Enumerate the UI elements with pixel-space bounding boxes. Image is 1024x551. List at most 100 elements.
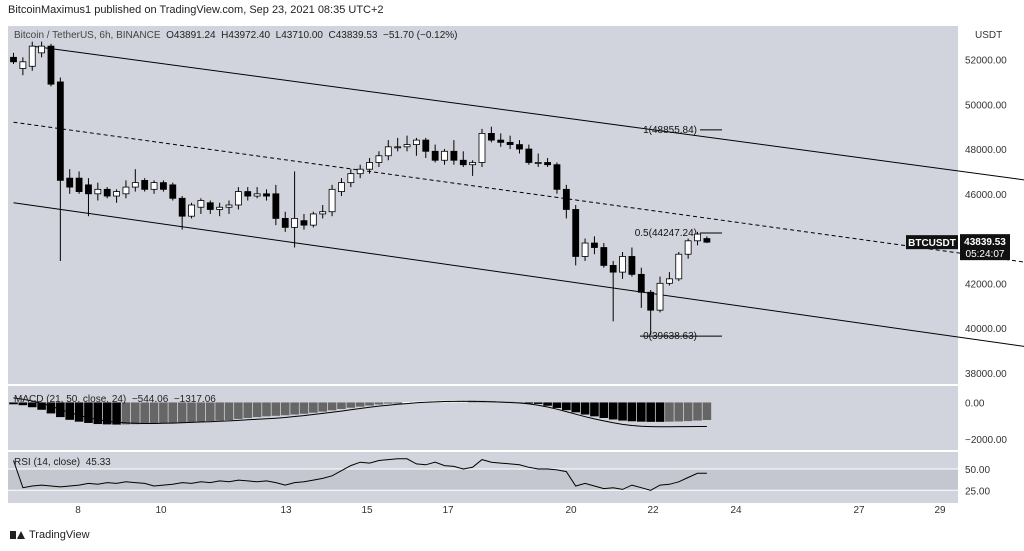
candle-down — [647, 291, 655, 311]
candle-up — [216, 206, 224, 210]
channel-upper-line — [32, 45, 1024, 181]
candle-down — [10, 56, 17, 63]
candle-down — [544, 162, 551, 166]
channel-lines: 1(48855.84) 0.5(44247.24) 0(39638.63) — [13, 45, 1024, 347]
x-tick-label: 22 — [647, 505, 659, 516]
footer: TradingView — [10, 529, 90, 541]
candle-down — [506, 141, 514, 145]
candle-up — [225, 204, 233, 208]
price-tick-label: 40000.00 — [965, 324, 1007, 335]
price-tick-label: 52000.00 — [965, 56, 1007, 67]
macd-histogram-bar — [74, 402, 84, 422]
macd-histogram-bar — [327, 402, 337, 411]
macd-histogram-bar — [9, 402, 18, 405]
rsi-tick-label: 25.00 — [965, 486, 990, 497]
macd-histogram-bar — [393, 402, 402, 404]
macd-histogram-bar — [355, 402, 365, 407]
macd-histogram-bar — [234, 402, 243, 419]
price-tag-countdown: 05:24:07 — [966, 249, 1005, 260]
macd-histogram-bar — [590, 402, 599, 417]
rsi-tick-label: 50.00 — [965, 465, 990, 476]
x-tick-label: 10 — [155, 505, 167, 516]
macd-histogram-bar — [674, 402, 684, 422]
macd-histogram-bar — [243, 402, 253, 418]
macd-histogram-bar — [149, 402, 159, 424]
macd-signal-line — [13, 397, 707, 428]
macd-histogram-bar — [112, 402, 121, 425]
x-tick-label: 8 — [75, 505, 81, 516]
candle-up — [113, 191, 120, 197]
candle-up — [122, 186, 130, 195]
macd-histogram-bar — [533, 402, 543, 404]
candle-down — [553, 164, 561, 190]
candle-down — [628, 256, 636, 275]
candle-down — [300, 220, 308, 226]
macd-histogram-bar — [290, 402, 299, 415]
macd-histogram-bar — [252, 402, 262, 418]
chart-panes — [8, 26, 958, 503]
candle-down — [281, 218, 289, 228]
candle-down — [525, 148, 533, 163]
macd-histogram-bar — [46, 402, 56, 414]
macd-histogram-bar — [337, 402, 346, 410]
macd-histogram-bar — [131, 402, 140, 425]
macd-histogram-bar — [27, 402, 37, 408]
candle-down — [206, 202, 214, 210]
macd-legend: MACD (21, 50, close, 24) −544.06 −1317.0… — [14, 394, 216, 405]
candle-down — [75, 177, 83, 192]
macd-histogram-bar — [412, 401, 421, 403]
macd-histogram-bar — [18, 402, 28, 406]
candle-down — [178, 197, 186, 217]
price-tick-label: 46000.00 — [965, 190, 1007, 201]
macd-histogram-bar — [140, 402, 149, 425]
ohlc-legend: Bitcoin / TetherUS, 6h, BINANCE O43891.2… — [14, 30, 458, 41]
candle-up — [328, 188, 336, 213]
tradingview-logo-icon — [10, 530, 25, 540]
x-tick-label: 24 — [730, 505, 742, 516]
macd-histogram-bar — [618, 402, 627, 421]
macd-histogram-bar — [702, 402, 712, 421]
rsi-legend: RSI (14, close) 45.33 — [14, 457, 111, 468]
channel-lower-line — [13, 202, 1024, 347]
macd-histogram-bar — [205, 402, 215, 422]
macd-histogram-bar — [374, 402, 384, 405]
candle-down — [431, 150, 439, 161]
candle-down — [497, 139, 505, 143]
candle-up — [694, 233, 701, 242]
candle-down — [609, 265, 617, 273]
price-tick-label: 48000.00 — [965, 145, 1007, 156]
macd-histogram-bar — [196, 402, 206, 422]
candle-down — [263, 193, 270, 197]
close-value: C43839.53 — [328, 30, 378, 41]
macd-histogram-bar — [65, 402, 75, 420]
macd-histogram-bar — [665, 402, 674, 422]
candle-down — [85, 184, 92, 195]
macd-histogram-bar — [93, 402, 103, 425]
macd-histogram-bar — [683, 402, 693, 422]
macd-histogram-bar — [280, 402, 290, 416]
candle-up — [19, 61, 27, 69]
candle-down — [66, 177, 74, 188]
candle-up — [347, 173, 355, 184]
macd-histogram-bar — [636, 402, 646, 422]
candle-up — [94, 188, 102, 195]
candle-up — [338, 182, 345, 192]
x-tick-label: 20 — [565, 505, 577, 516]
candle-up — [188, 204, 195, 217]
macd-histogram-bar — [121, 402, 131, 425]
candle-up — [356, 168, 364, 175]
candle-up — [478, 132, 486, 163]
candle-up — [534, 162, 542, 164]
macd-histogram-bar — [168, 402, 178, 424]
candle-up — [28, 45, 36, 67]
macd-tick-label: −2000.00 — [965, 435, 1007, 446]
macd-histogram-bar — [402, 402, 412, 404]
rsi-value: 45.33 — [85, 457, 111, 468]
x-tick-label: 17 — [442, 505, 454, 516]
candle-up — [666, 278, 673, 284]
candle-up — [394, 146, 402, 149]
macd-histogram-bar — [309, 402, 318, 413]
candle-up — [675, 253, 683, 280]
macd-histogram-bar — [562, 402, 571, 411]
